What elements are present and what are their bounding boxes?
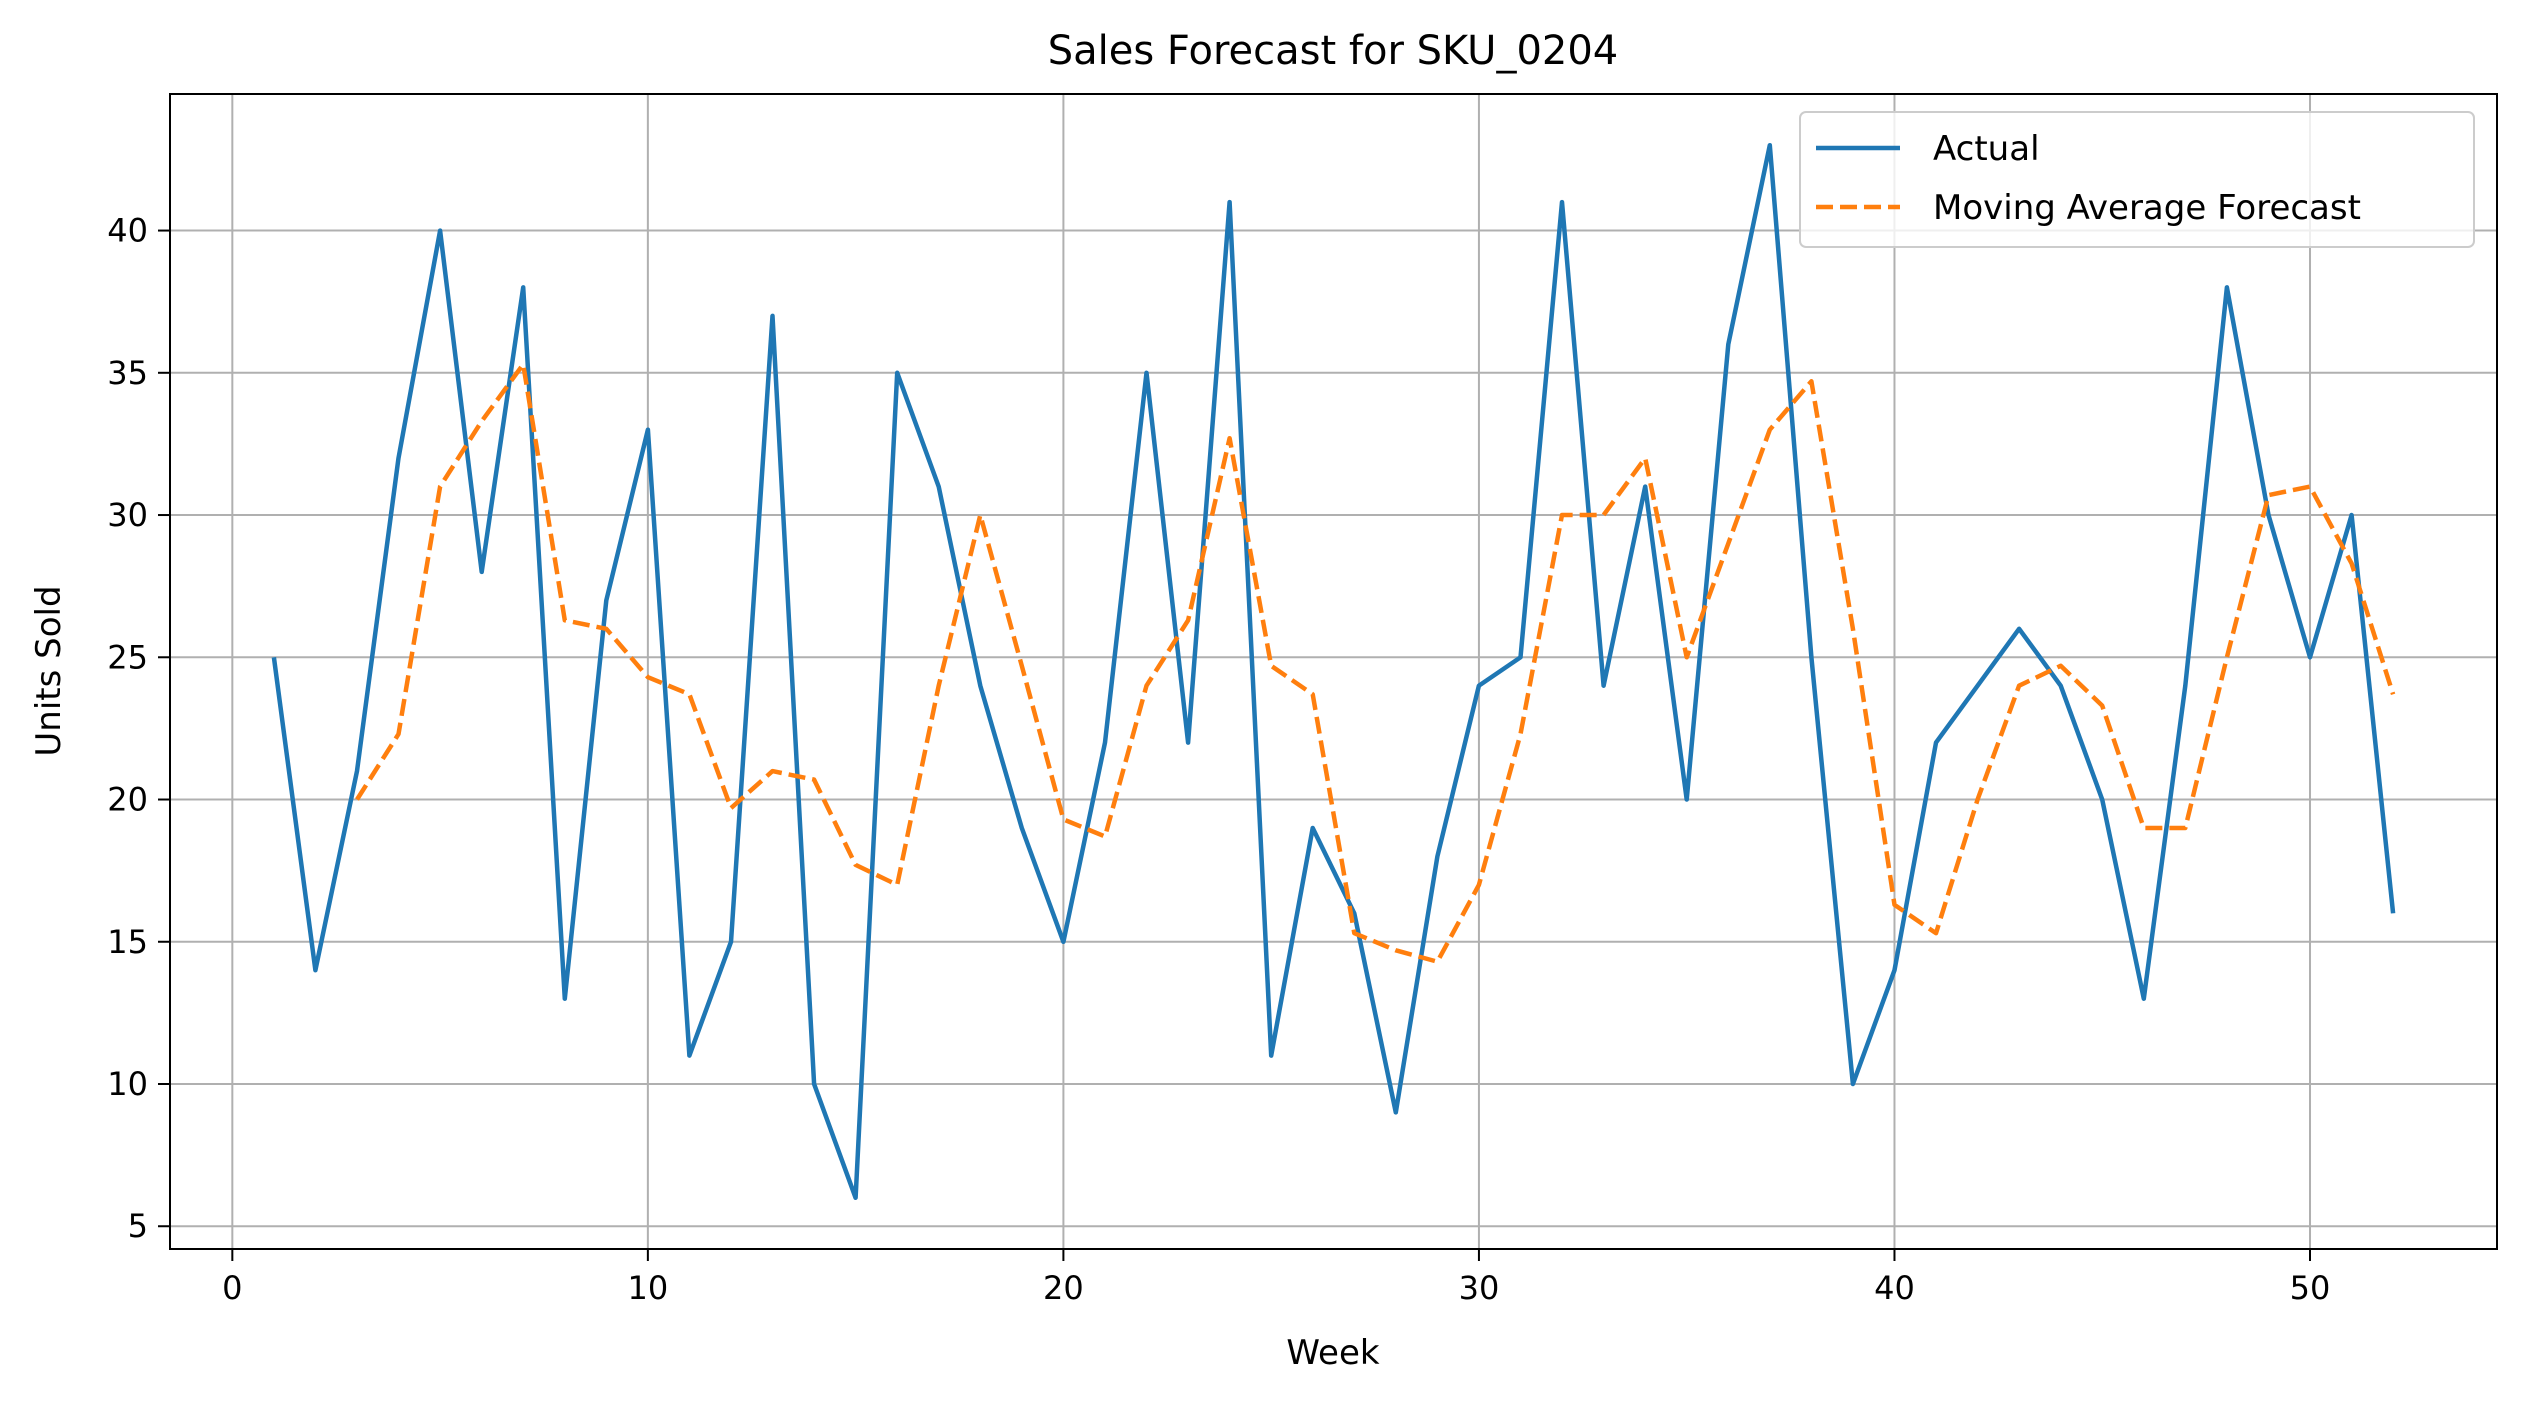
legend-box (1799, 111, 2475, 248)
x-tick-label: 10 (628, 1269, 669, 1307)
plot-area-frame (169, 93, 2498, 1250)
x-tick-label: 20 (1043, 1269, 1084, 1307)
y-tick-label: 30 (107, 496, 148, 534)
y-tick-label: 35 (107, 354, 148, 392)
y-tick-label: 25 (107, 638, 148, 676)
y-tick-label: 15 (107, 923, 148, 961)
x-axis-label: Week (1286, 1333, 1379, 1373)
x-tick-label: 0 (222, 1269, 242, 1307)
series-line-actual (271, 142, 2396, 1201)
x-tick-label: 50 (2290, 1269, 2331, 1307)
y-tick-label: 10 (107, 1065, 148, 1103)
legend: Actual Moving Average Forecast (1799, 111, 2475, 248)
y-tick-label: 40 (107, 212, 148, 250)
x-tick-label: 40 (1874, 1269, 1915, 1307)
series-line-forecast (355, 362, 2396, 964)
legend-label-actual: Actual (1933, 129, 2040, 169)
chart-title: Sales Forecast for SKU_0204 (1048, 28, 1619, 74)
y-axis-label: Units Sold (29, 585, 69, 756)
x-tick-label: 30 (1459, 1269, 1500, 1307)
series-lines (271, 142, 2396, 1201)
legend-label-forecast: Moving Average Forecast (1933, 188, 2361, 228)
y-tick-label: 5 (128, 1207, 148, 1245)
grid (170, 94, 2497, 1249)
y-axis-ticks: 5 10 15 20 25 30 35 40 (107, 212, 170, 1245)
x-axis-ticks: 0 10 20 30 40 50 (222, 1249, 2330, 1307)
y-tick-label: 20 (107, 781, 148, 819)
